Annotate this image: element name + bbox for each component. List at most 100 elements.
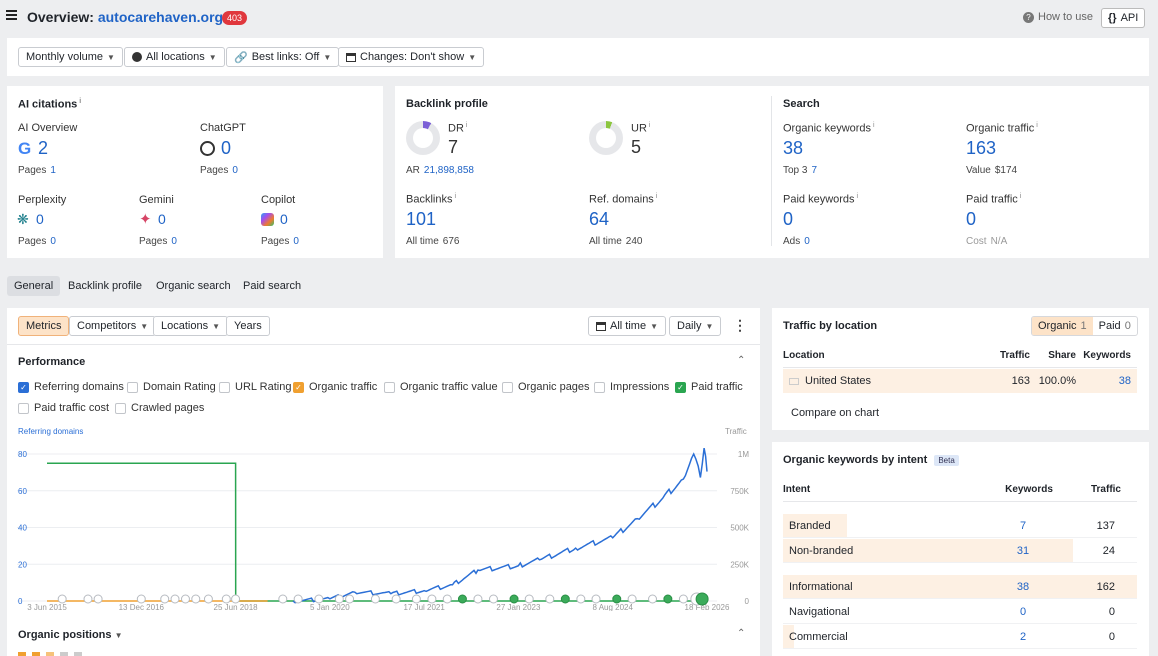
daily-dropdown[interactable]: Daily ▼ — [669, 316, 722, 336]
event-marker — [560, 594, 570, 604]
intent-keywords[interactable]: 0 — [1019, 605, 1027, 618]
pages-value[interactable]: 0 — [232, 165, 238, 176]
location-keywords[interactable]: 38 — [1118, 375, 1131, 387]
ads-value[interactable]: 0 — [804, 236, 810, 247]
checkbox-referring-domains[interactable]: ✓ Referring domains — [18, 381, 124, 393]
intent-row[interactable]: Navigational 0 0 — [783, 600, 1137, 624]
tab-paid-search[interactable]: Paid search — [243, 280, 302, 292]
card-divider — [771, 96, 772, 246]
checkbox-icon — [594, 381, 605, 393]
checkbox-organic-traffic[interactable]: ✓ Organic traffic — [293, 381, 377, 393]
checkbox-crawled-pages[interactable]: Crawled pages — [115, 402, 204, 414]
paid-toggle-label: Paid — [1098, 320, 1121, 332]
location-name: United States — [805, 375, 872, 387]
event-marker — [83, 594, 93, 604]
monthly-volume-dropdown[interactable]: Monthly volume ▼ — [18, 47, 123, 67]
intent-keywords[interactable]: 7 — [1019, 519, 1027, 532]
pages-label: Pages — [139, 236, 168, 247]
event-marker — [488, 594, 498, 604]
location-row[interactable]: United States 163 100.0% 38 — [783, 369, 1137, 393]
event-marker — [278, 594, 288, 604]
ur-label-text: UR — [631, 122, 647, 135]
backlinks-all-time: All time 676 — [406, 236, 459, 247]
tab-organic-search[interactable]: Organic search — [156, 280, 231, 292]
organic-keywords-value[interactable]: 38 — [783, 138, 804, 158]
ar-value[interactable]: 21,898,858 — [423, 165, 474, 176]
col-traffic[interactable]: Traffic — [999, 350, 1030, 361]
organic-positions-title[interactable]: Organic positions ▼ — [18, 629, 123, 641]
chatgpt-value[interactable]: 0 — [221, 138, 232, 158]
years-button[interactable]: Years — [226, 316, 270, 336]
organic-paid-toggle: Organic 1 Paid 0 — [1031, 316, 1138, 336]
checkbox-icon — [127, 381, 138, 393]
backlinks-value[interactable]: 101 — [406, 209, 437, 229]
compare-on-chart-button[interactable]: Compare on chart — [791, 407, 880, 419]
tab-backlink-profile[interactable]: Backlink profile — [68, 280, 142, 292]
more-options-icon[interactable]: ⋮ — [733, 317, 747, 333]
checkbox-icon: ✓ — [18, 381, 29, 393]
paid-traffic-value[interactable]: 0 — [966, 209, 977, 229]
title-prefix: Overview: — [27, 9, 94, 25]
api-button[interactable]: {} API — [1101, 8, 1146, 28]
intent-keywords[interactable]: 38 — [1016, 580, 1030, 593]
copilot-value[interactable]: 0 — [280, 211, 288, 227]
checkbox-impressions[interactable]: Impressions — [594, 381, 669, 393]
ai-overview-pages: Pages 1 — [18, 165, 56, 176]
checkbox-url-rating[interactable]: URL Rating — [219, 381, 291, 393]
pages-value[interactable]: 0 — [293, 236, 299, 247]
intent-row[interactable]: Non-branded 31 24 — [783, 539, 1137, 563]
checkbox-icon: ✓ — [675, 381, 686, 393]
paid-keywords-value[interactable]: 0 — [783, 209, 794, 229]
intent-row[interactable]: Informational 38 162 — [783, 575, 1137, 599]
perplexity-value[interactable]: 0 — [36, 211, 44, 227]
metrics-button[interactable]: Metrics — [18, 316, 70, 336]
changes-dropdown[interactable]: Changes: Don't show ▼ — [338, 47, 485, 67]
paid-keywords-label-text: Paid keywords — [783, 193, 855, 206]
checkbox-paid-traffic[interactable]: ✓ Paid traffic — [675, 381, 743, 393]
left-tick-label: 40 — [18, 524, 27, 533]
performance-chart[interactable]: 80 1M 60 750K 40 500K 20 250K 0 0 3 Jun 2015 13 Dec… — [7, 436, 760, 611]
intent-row[interactable]: Branded 7 137 — [783, 514, 1137, 538]
checkbox-organic-traffic-value[interactable]: Organic traffic value — [384, 381, 498, 393]
checkbox-paid-traffic-cost[interactable]: Paid traffic cost — [18, 402, 109, 414]
best-links-dropdown[interactable]: 🔗 Best links: Off ▼ — [226, 47, 340, 67]
competitors-dropdown[interactable]: Competitors ▼ — [69, 316, 157, 336]
pages-value[interactable]: 0 — [171, 236, 177, 247]
paid-toggle[interactable]: Paid 0 — [1093, 317, 1137, 335]
checkbox-organic-pages[interactable]: Organic pages — [502, 381, 590, 393]
tab-general[interactable]: General — [7, 276, 61, 296]
locations-dropdown[interactable]: All locations ▼ — [124, 47, 225, 67]
checkbox-domain-rating[interactable]: Domain Rating — [127, 381, 216, 393]
domain-link[interactable]: autocarehaven.org/ — [97, 9, 227, 25]
event-marker — [93, 594, 103, 604]
organic-toggle[interactable]: Organic 1 — [1032, 317, 1093, 335]
ai-overview-value[interactable]: 2 — [38, 138, 49, 158]
event-marker — [648, 594, 658, 604]
collapse-positions-icon[interactable]: ⌃ — [737, 628, 746, 639]
all-time-dropdown[interactable]: All time ▼ — [588, 316, 666, 336]
intent-keywords[interactable]: 31 — [1016, 544, 1030, 557]
top3-value[interactable]: 7 — [811, 165, 818, 176]
checkbox-label: Paid traffic — [691, 381, 743, 393]
intent-keywords[interactable]: 2 — [1019, 630, 1027, 643]
intent-row[interactable]: Commercial 2 0 — [783, 625, 1137, 649]
gemini-value[interactable]: 0 — [158, 211, 166, 227]
intent-name: Informational — [789, 580, 853, 593]
google-icon: G — [18, 139, 32, 158]
checkbox-icon: ✓ — [293, 381, 304, 393]
chevron-down-icon: ▼ — [208, 52, 217, 62]
pages-value[interactable]: 0 — [50, 236, 56, 247]
collapse-performance-icon[interactable]: ⌃ — [737, 355, 746, 366]
ref-domains-value[interactable]: 64 — [589, 209, 610, 229]
organic-traffic-label-text: Organic traffic — [966, 122, 1035, 135]
chevron-down-icon: ▼ — [323, 52, 332, 62]
menu-icon[interactable] — [6, 10, 17, 20]
pages-value[interactable]: 1 — [50, 165, 56, 176]
event-marker — [524, 594, 534, 604]
how-to-use-link[interactable]: ? How to use — [1023, 11, 1093, 23]
paid-traffic-label: Paid traffic i — [966, 193, 1021, 206]
calendar-icon — [596, 321, 606, 331]
locations-chart-dropdown[interactable]: Locations ▼ — [153, 316, 229, 336]
organic-traffic-value[interactable]: 163 — [966, 138, 997, 158]
backlinks-label-text: Backlinks — [406, 193, 453, 206]
